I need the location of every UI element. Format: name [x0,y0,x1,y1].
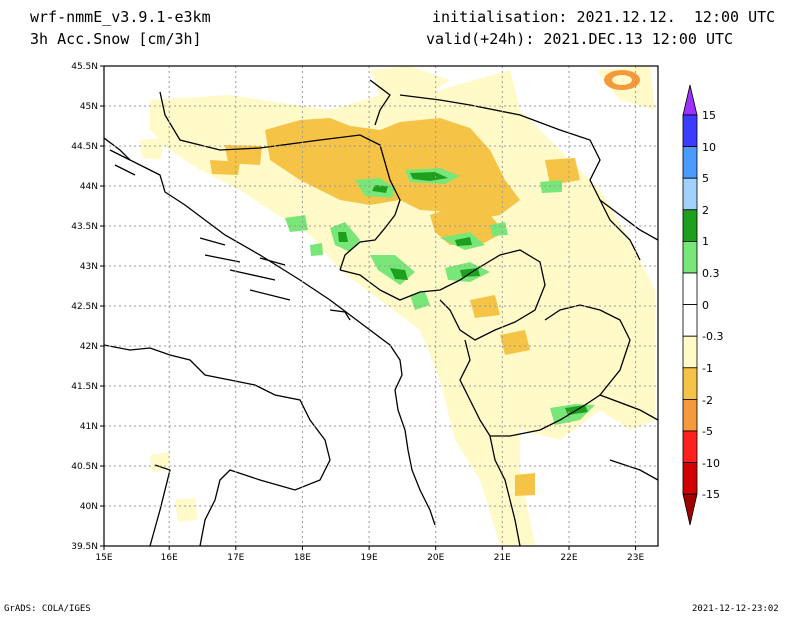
lat-label: 42.5N [71,302,98,312]
lon-label: 22E [560,553,577,563]
colorbar-label: -5 [702,425,713,438]
lat-label: 44N [80,182,98,192]
colorbar-top-triangle [682,84,698,116]
valid-label: valid(+24h): 2021.DEC.13 12:00 UTC [426,30,734,48]
lat-label: 39.5N [71,542,98,552]
lat-label: 42N [80,342,98,352]
coastline-border-lines [104,79,658,546]
lon-label: 17E [227,553,244,563]
lon-label: 16E [161,553,178,563]
colorbar-label: -0.3 [702,330,723,343]
colorbar-labels: 15 10 5 2 1 0.3 0 -0.3 -1 -2 -5 -10 -15 [702,109,723,501]
colorbar-label: 10 [702,141,716,154]
colorbar-bottom-triangle [682,493,698,526]
lat-label: 45N [80,102,98,112]
lon-label: 20E [427,553,444,563]
lat-label: 43.5N [71,222,98,232]
lat-labels: 45.5N 45N 44.5N 44N 43.5N 43N 42.5N 42N … [71,62,98,552]
credit-label: GrADS: COLA/IGES [4,604,91,614]
colorbar-label: -2 [702,394,713,407]
color-bar [682,84,698,526]
model-label: wrf-nmmE_v3.9.1-e3km [30,8,211,26]
lon-label: 18E [294,553,311,563]
lat-label: 43N [80,262,98,272]
lon-labels: 15E 16E 17E 18E 19E 20E 21E 22E 23E [95,553,644,563]
lat-label: 40N [80,502,98,512]
colorbar-label: 0 [702,299,709,312]
map-grid [104,66,658,546]
colorbar-label: 5 [702,172,709,185]
colorbar-label: 0.3 [702,267,720,280]
colorbar-label: 15 [702,109,716,122]
lat-label: 41.5N [71,382,98,392]
lat-label: 41N [80,422,98,432]
colorbar-label: 2 [702,204,709,217]
lon-label: 19E [361,553,378,563]
init-label: initialisation: 2021.12.12. 12:00 UTC [432,8,776,26]
colorbar-label: 1 [702,235,709,248]
colorbar-label: -10 [702,457,720,470]
timestamp-label: 2021-12-12-23:02 [692,604,779,614]
variable-label: 3h Acc.Snow [cm/3h] [30,30,202,48]
colorbar-label: -15 [702,488,720,501]
snow-field [140,66,655,545]
lon-label: 23E [627,553,644,563]
lon-label: 21E [494,553,511,563]
lat-label: 45.5N [71,62,98,72]
colorbar-label: -1 [702,362,713,375]
lat-label: 44.5N [71,142,98,152]
lat-label: 40.5N [71,462,98,472]
lon-label: 15E [95,553,112,563]
